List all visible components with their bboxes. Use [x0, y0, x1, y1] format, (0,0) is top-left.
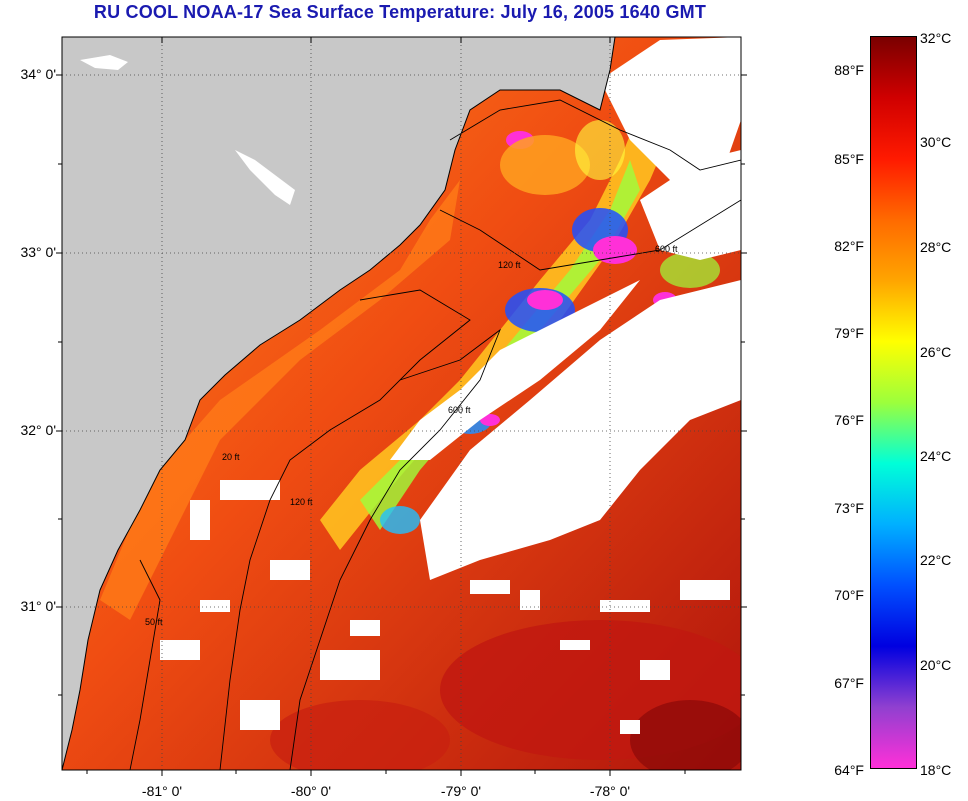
inland-lake: [80, 55, 128, 70]
colorbar-c-label: 28°C: [920, 239, 952, 255]
colorbar-f-label: 70°F: [834, 587, 864, 603]
colorbar-f-label: 85°F: [834, 151, 864, 167]
coastline: [62, 37, 616, 770]
lon-label-78: -78° 0': [589, 783, 631, 799]
colorbar-f-label: 82°F: [834, 238, 864, 254]
colorbar-c-label: 22°C: [920, 552, 952, 568]
lat-label-33: 33° 0': [20, 244, 56, 260]
colorbar-f-label: 76°F: [834, 412, 864, 428]
isobath-label-600: 600 ft: [448, 405, 471, 415]
temperature-colorbar: [870, 36, 917, 769]
colorbar-c-label: 30°C: [920, 134, 952, 150]
map-frame: [61, 36, 742, 771]
isobath-label-600: 600 ft: [655, 244, 678, 254]
warm-water-patch: [630, 700, 741, 770]
colorbar-c-label: 18°C: [920, 762, 952, 778]
lat-label-31: 31° 0': [20, 598, 56, 614]
lat-label-32: 32° 0': [20, 422, 56, 438]
isobath-label-50: 50 ft: [145, 617, 163, 627]
colorbar-c-label: 26°C: [920, 344, 952, 360]
colorbar-c-label: 20°C: [920, 657, 952, 673]
isobath-label-120: 120 ft: [498, 260, 521, 270]
map-title: RU COOL NOAA-17 Sea Surface Temperature:…: [93, 2, 707, 22]
lon-label-81: -81° 0': [141, 783, 183, 799]
colorbar-c-label: 32°C: [920, 30, 952, 46]
warm-water-patch: [270, 700, 450, 770]
colorbar-c-label: 24°C: [920, 448, 952, 464]
colorbar-f-label: 64°F: [834, 762, 864, 778]
colorbar-f-label: 73°F: [834, 500, 864, 516]
isobaths: [129, 99, 741, 770]
inland-lake: [235, 150, 295, 205]
colorbar-f-label: 67°F: [834, 675, 864, 691]
colorbar-f-label: 79°F: [834, 325, 864, 341]
lat-label-34: 34° 0': [20, 66, 56, 82]
isobath-label-120: 120 ft: [290, 497, 313, 507]
cloud-mask: [160, 37, 741, 734]
isobath-label-20: 20 ft: [222, 452, 240, 462]
lon-label-79: -79° 0': [440, 783, 482, 799]
lon-label-80: -80° 0': [290, 783, 332, 799]
colorbar-f-label: 88°F: [834, 62, 864, 78]
land-mass: [62, 37, 615, 770]
nearshore-band: [100, 180, 460, 620]
